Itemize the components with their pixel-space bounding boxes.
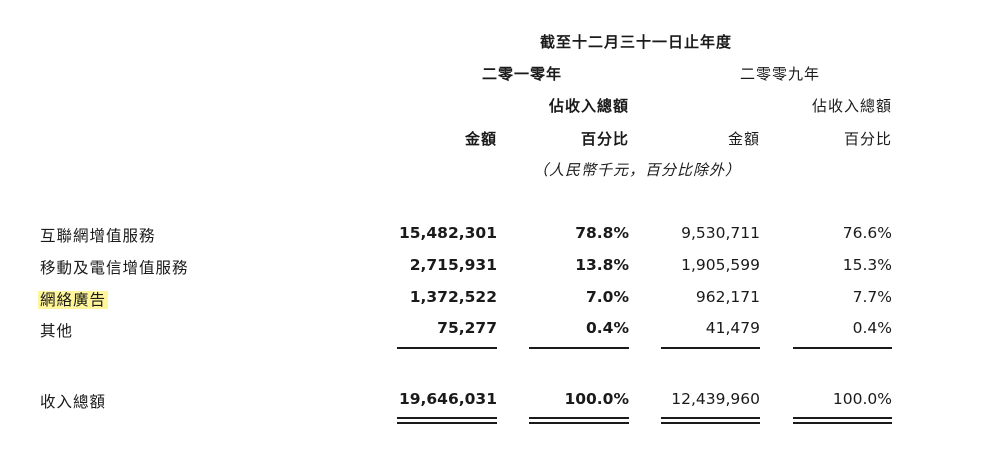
amount-2010-cell: 1,372,522: [409, 288, 497, 306]
total-double-rule: [661, 422, 760, 424]
subtotal-rule: [397, 347, 497, 349]
row-label: 移動及電信增值服務: [40, 259, 189, 277]
total-double-rule: [397, 417, 497, 419]
amount-2009-cell: 41,479: [705, 319, 760, 337]
amount-2010-cell: 15,482,301: [398, 224, 497, 242]
unit-note: （人民幣千元，百分比除外）: [533, 161, 742, 179]
pct-2009-cell: 0.4%: [852, 319, 892, 337]
row-label: 其他: [40, 322, 74, 340]
amount-2009-header: 金額: [727, 130, 760, 148]
row-label-highlighted: 網絡廣告: [38, 288, 109, 310]
subtotal-rule: [793, 347, 892, 349]
pct-2010-cell: 13.8%: [575, 256, 629, 274]
pct-2009-cell: 76.6%: [842, 224, 892, 242]
year-2009-header: 二零零九年: [740, 65, 821, 83]
pct-2010-cell: 7.0%: [586, 288, 629, 306]
amount-2009-cell: 962,171: [695, 288, 760, 306]
pct-of-revenue-2009-header: 佔收入總額: [811, 97, 892, 115]
highlighted-text: 網絡廣告: [38, 291, 109, 309]
amount-2009-cell: 9,530,711: [681, 224, 760, 242]
percentage-2010-header: 百分比: [580, 130, 629, 148]
total-pct-2009: 100.0%: [832, 390, 892, 408]
total-amount-2010: 19,646,031: [398, 390, 497, 408]
amount-2010-cell: 75,277: [437, 319, 497, 337]
amount-2009-cell: 1,905,599: [681, 256, 760, 274]
total-double-rule: [529, 417, 629, 419]
amount-2010-cell: 2,715,931: [409, 256, 497, 274]
period-header: 截至十二月三十一日止年度: [540, 33, 733, 51]
pct-2009-cell: 7.7%: [852, 288, 892, 306]
pct-of-revenue-2010-header: 佔收入總額: [548, 97, 629, 115]
subtotal-rule: [661, 347, 760, 349]
total-double-rule: [793, 422, 892, 424]
pct-2010-cell: 0.4%: [586, 319, 629, 337]
total-double-rule: [661, 417, 760, 419]
percentage-2009-header: 百分比: [843, 130, 892, 148]
total-double-rule: [529, 422, 629, 424]
year-2010-header: 二零一零年: [482, 65, 563, 83]
row-label: 互聯網增值服務: [40, 227, 156, 245]
total-label: 收入總額: [40, 393, 107, 411]
total-amount-2009: 12,439,960: [671, 390, 760, 408]
pct-2009-cell: 15.3%: [842, 256, 892, 274]
subtotal-rule: [529, 347, 629, 349]
total-double-rule: [397, 422, 497, 424]
total-double-rule: [793, 417, 892, 419]
total-pct-2010: 100.0%: [564, 390, 629, 408]
amount-2010-header: 金額: [464, 130, 497, 148]
pct-2010-cell: 78.8%: [575, 224, 629, 242]
